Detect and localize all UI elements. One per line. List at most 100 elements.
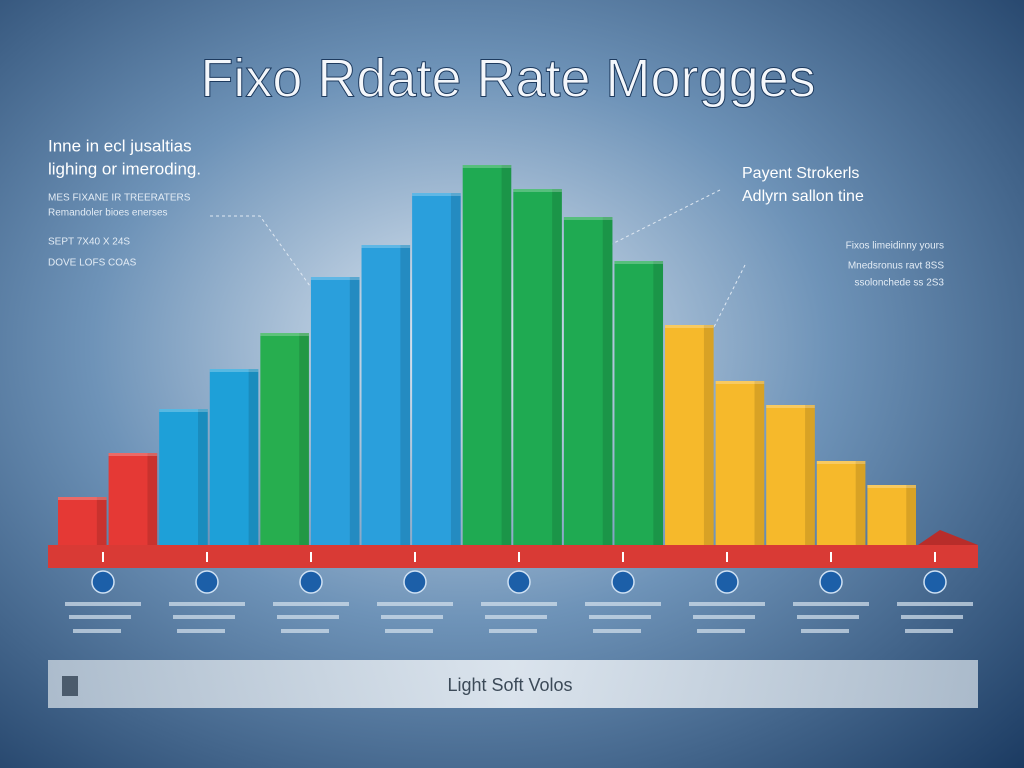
caption-line [177, 629, 225, 633]
caption-icon [611, 570, 635, 594]
caption-line [689, 602, 765, 606]
annotation: Adlyrn sallon tine [742, 188, 864, 205]
caption-icon [299, 570, 323, 594]
bar-shade [96, 497, 107, 545]
footer-bar [48, 660, 978, 708]
bar-shade [703, 325, 714, 545]
bar [462, 165, 512, 545]
bar-shade [147, 453, 158, 545]
bar-shade [552, 189, 562, 545]
bar-top [260, 333, 309, 336]
annotation: Payent Strokerls [742, 165, 859, 182]
caption-line [905, 629, 953, 633]
bar-top [462, 165, 512, 168]
bar [310, 277, 360, 545]
captions [65, 552, 973, 633]
bar-top [108, 453, 158, 456]
bar [614, 261, 664, 545]
bar [412, 193, 461, 545]
caption-line [169, 602, 245, 606]
bar-top [614, 261, 664, 264]
caption-line [589, 615, 651, 619]
bar-shade [248, 369, 259, 545]
bar-shade [501, 165, 512, 545]
caption-line [693, 615, 755, 619]
bar [867, 485, 916, 545]
bar-top [766, 405, 815, 408]
bar-top [361, 245, 411, 248]
bar [513, 189, 562, 545]
footer-text: Light Soft Volos [447, 675, 572, 695]
annotation: Mnedsronus ravt 8SS [848, 261, 944, 272]
caption-line [793, 602, 869, 606]
annotation: lighing or imeroding. [48, 159, 201, 178]
caption-line [385, 629, 433, 633]
bar-shade [450, 193, 461, 545]
bar [766, 405, 815, 545]
caption-line [585, 602, 661, 606]
annotation: MES FIXANE IR TREERATERS [48, 193, 191, 204]
caption-line [377, 602, 453, 606]
caption-line [277, 615, 339, 619]
leader-lines [210, 189, 746, 356]
bar [108, 453, 158, 545]
caption-line [801, 629, 849, 633]
caption-icon [91, 570, 115, 594]
caption-icon [923, 570, 947, 594]
caption-line [173, 615, 235, 619]
bar-top [563, 217, 613, 220]
bar [361, 245, 411, 545]
bar-top [412, 193, 461, 196]
footer-icon [62, 676, 78, 696]
caption-line [593, 629, 641, 633]
bar [563, 217, 613, 545]
bar-shade [299, 333, 309, 545]
bar-top [665, 325, 714, 328]
caption-icon [715, 570, 739, 594]
caption-line [481, 602, 557, 606]
bar-shade [855, 461, 866, 545]
caption-line [901, 615, 963, 619]
bar-shade [805, 405, 815, 545]
caption-line [273, 602, 349, 606]
bar-shade [653, 261, 664, 545]
bar [816, 461, 866, 545]
caption-icon [403, 570, 427, 594]
bar [715, 381, 765, 545]
bar [209, 369, 259, 545]
caption-line [485, 615, 547, 619]
bar [665, 325, 714, 545]
bar-shade [400, 245, 411, 545]
base-platform [48, 545, 978, 568]
annotation: ssolonchede ss 2S3 [854, 278, 944, 289]
bar-shade [349, 277, 360, 545]
bar-top [58, 497, 107, 500]
caption-line [69, 615, 131, 619]
chart-title: Fixo Rdate Rate Morgges [200, 48, 815, 108]
bar [159, 409, 208, 545]
bar-top [310, 277, 360, 280]
caption-line [281, 629, 329, 633]
caption-line [697, 629, 745, 633]
caption-line [489, 629, 537, 633]
bar-top [159, 409, 208, 412]
caption-line [897, 602, 973, 606]
bar-shade [198, 409, 208, 545]
caption-line [73, 629, 121, 633]
bar-shade [906, 485, 916, 545]
bar-top [867, 485, 916, 488]
caption-icon [507, 570, 531, 594]
bar [58, 497, 107, 545]
caption-icon [195, 570, 219, 594]
caption-icon [819, 570, 843, 594]
bar-shade [602, 217, 613, 545]
caption-line [65, 602, 141, 606]
bar-top [816, 461, 866, 464]
annotation: Inne in ecl jusaltias [48, 136, 192, 155]
bar-shade [754, 381, 765, 545]
annotation: DOVE LOFS COAS [48, 258, 137, 269]
annotation: Fixos limeidinny yours [846, 241, 944, 252]
bar-top [715, 381, 765, 384]
